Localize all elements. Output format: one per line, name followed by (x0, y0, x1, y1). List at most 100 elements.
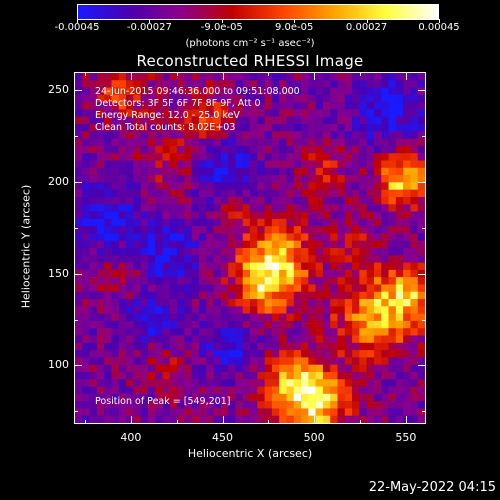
heatmap-pixel (257, 102, 265, 110)
heatmap-pixel (228, 335, 236, 344)
heatmap-pixel (315, 328, 324, 336)
heatmap-pixel (279, 211, 287, 220)
heatmap-pixel (82, 116, 90, 125)
heatmap-pixel (286, 138, 295, 147)
heatmap-pixel (286, 393, 295, 402)
heatmap-pixel (133, 182, 141, 190)
heatmap-pixel (279, 218, 287, 227)
heatmap-pixel (111, 226, 120, 234)
heatmap-pixel (118, 167, 127, 176)
heatmap-pixel (359, 393, 367, 402)
heatmap-pixel (191, 175, 200, 183)
heatmap-pixel (104, 284, 112, 293)
heatmap-pixel (366, 393, 375, 402)
heatmap-pixel (286, 371, 295, 380)
heatmap-pixel (257, 269, 265, 278)
heatmap-pixel (286, 335, 295, 344)
heatmap-pixel (184, 153, 192, 161)
method-counts-label: Clean Total counts: 8.02E+03 (95, 122, 236, 133)
heatmap-pixel (395, 386, 404, 395)
heatmap-pixel (184, 328, 192, 336)
heatmap-pixel (235, 116, 244, 125)
heatmap-pixel (198, 335, 207, 344)
heatmap-pixel (162, 138, 171, 147)
heatmap-pixel (417, 233, 425, 242)
heatmap-pixel (315, 131, 324, 139)
heatmap-pixel (264, 160, 273, 169)
heatmap-pixel (293, 175, 302, 183)
heatmap-pixel (89, 226, 98, 234)
heatmap-pixel (250, 138, 258, 147)
heatmap-pixel (126, 328, 134, 336)
heatmap-pixel (198, 226, 207, 234)
heatmap-pixel (162, 306, 171, 314)
heatmap-pixel (228, 313, 236, 322)
heatmap-pixel (198, 342, 207, 351)
heatmap-pixel (75, 357, 83, 365)
heatmap-pixel (366, 233, 375, 242)
heatmap-pixel (162, 386, 171, 395)
heatmap-pixel (417, 87, 425, 96)
heatmap-pixel (111, 320, 120, 329)
heatmap-pixel (155, 175, 163, 183)
heatmap-pixel (271, 138, 280, 147)
heatmap-pixel (388, 299, 397, 307)
heatmap-pixel (220, 131, 229, 139)
heatmap-pixel (133, 240, 141, 249)
heatmap-pixel (330, 189, 338, 198)
heatmap-pixel (104, 138, 112, 147)
heatmap-pixel (373, 269, 382, 278)
heatmap-pixel (147, 182, 156, 190)
heatmap-pixel (220, 335, 229, 344)
heatmap-pixel (308, 299, 316, 307)
heatmap-pixel (286, 262, 295, 271)
heatmap-pixel (206, 379, 214, 387)
heatmap-pixel (257, 357, 265, 365)
heatmap-pixel (381, 167, 389, 176)
heatmap-pixel (271, 196, 280, 205)
heatmap-pixel (359, 131, 367, 139)
x-major-tick (222, 416, 224, 424)
heatmap-pixel (395, 284, 404, 293)
heatmap-pixel (111, 255, 120, 263)
heatmap-pixel (301, 138, 309, 147)
heatmap-pixel (111, 153, 120, 161)
heatmap-pixel (315, 240, 324, 249)
heatmap-pixel (322, 357, 331, 365)
heatmap-pixel (169, 415, 178, 423)
heatmap-pixel (286, 211, 295, 220)
heatmap-pixel (388, 393, 397, 402)
heatmap-pixel (206, 393, 214, 402)
heatmap-pixel (373, 386, 382, 395)
heatmap-pixel (228, 131, 236, 139)
heatmap-pixel (366, 313, 375, 322)
heatmap-pixel (147, 277, 156, 285)
heatmap-pixel (271, 328, 280, 336)
heatmap-pixel (82, 255, 90, 263)
heatmap-pixel (140, 408, 149, 417)
heatmap-pixel (373, 131, 382, 139)
heatmap-pixel (395, 313, 404, 322)
heatmap-pixel (359, 73, 367, 81)
heatmap-pixel (228, 160, 236, 169)
heatmap-pixel (126, 291, 134, 300)
heatmap-pixel (293, 160, 302, 169)
heatmap-pixel (301, 328, 309, 336)
heatmap-pixel (330, 371, 338, 380)
heatmap-pixel (410, 182, 419, 190)
heatmap-pixel (96, 233, 105, 242)
heatmap-pixel (337, 371, 346, 380)
heatmap-pixel (155, 196, 163, 205)
heatmap-pixel (162, 357, 171, 365)
heatmap-pixel (140, 87, 149, 96)
heatmap-pixel (322, 248, 331, 256)
heatmap-pixel (126, 284, 134, 293)
heatmap-pixel (388, 313, 397, 322)
heatmap-pixel (162, 299, 171, 307)
heatmap-pixel (417, 138, 425, 147)
heatmap-pixel (403, 131, 411, 139)
heatmap-pixel (89, 393, 98, 402)
heatmap-pixel (322, 284, 331, 293)
heatmap-pixel (191, 138, 200, 147)
y-tick-label: 200 (48, 175, 69, 188)
